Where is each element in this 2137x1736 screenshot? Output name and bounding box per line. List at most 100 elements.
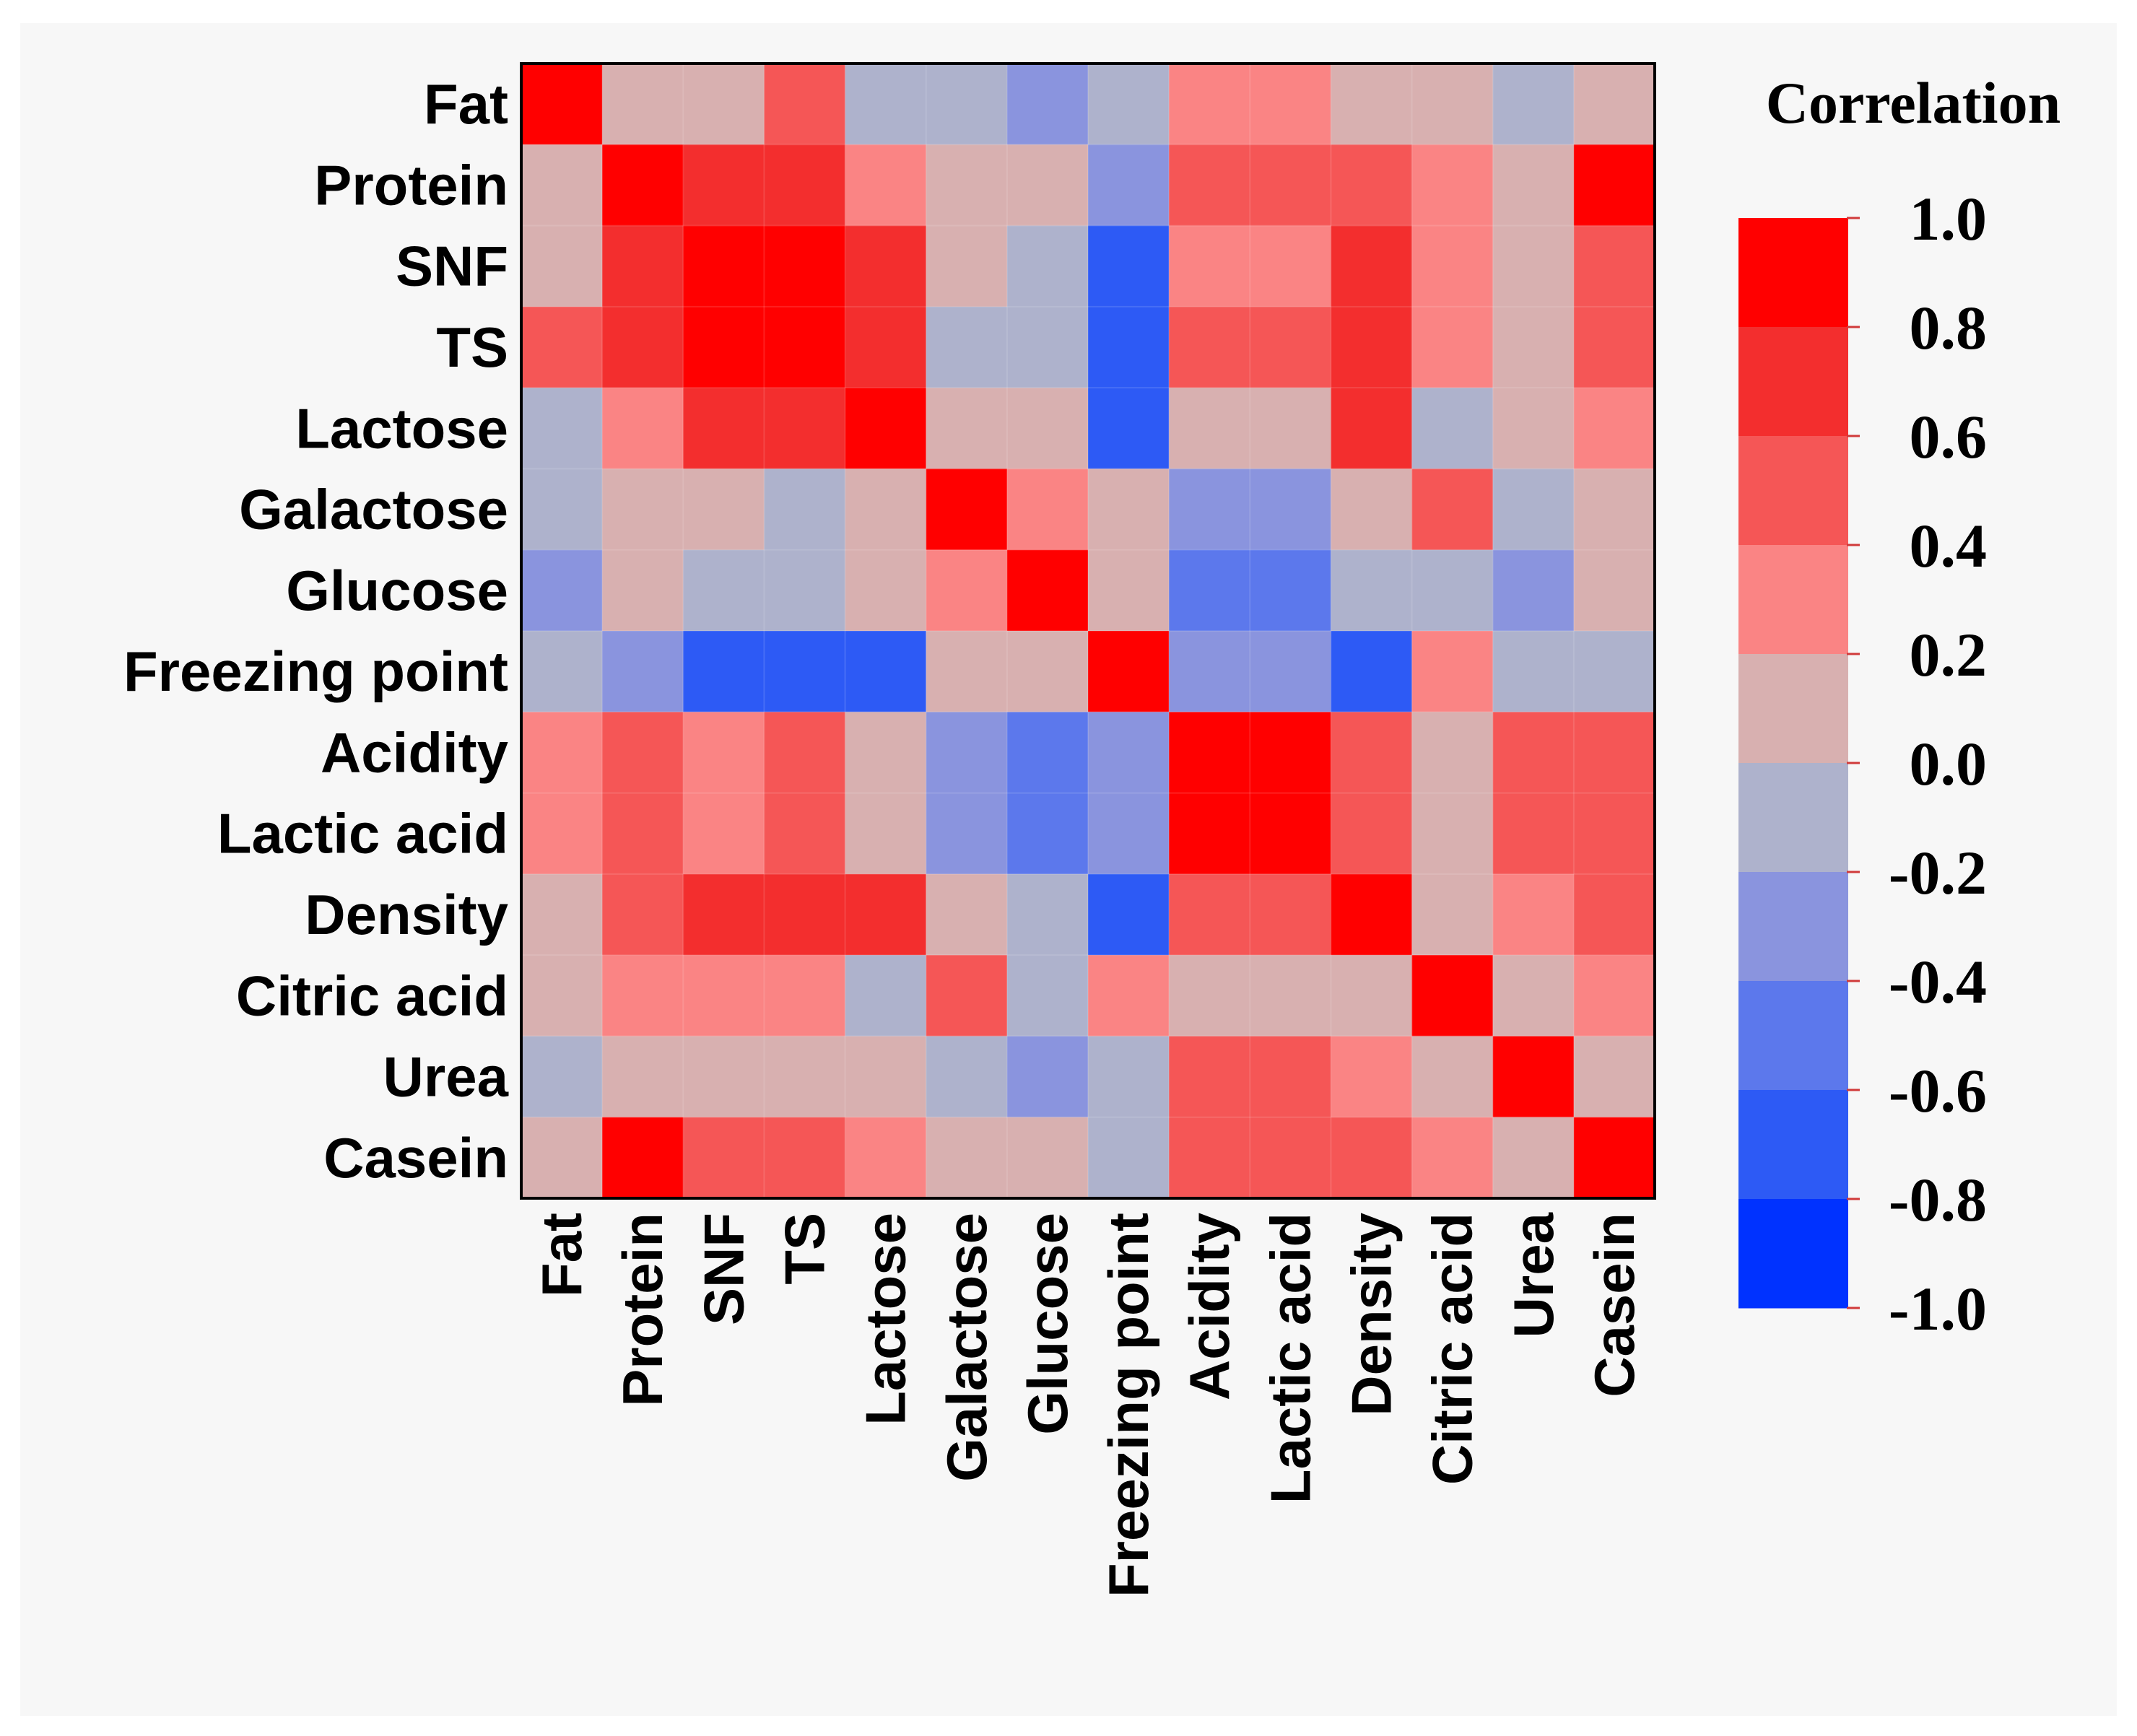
legend-color-bin	[1738, 545, 1848, 655]
heatmap-cell-ts-protein: TS / Protein: 0.7	[602, 306, 684, 388]
heatmap-cell-acidity-casein: Acidity / Casein: 0.5	[1573, 712, 1655, 794]
heatmap-cell-glucose-glucose: Glucose / Glucose: 1	[1006, 549, 1089, 632]
heatmap-cell-casein-urea: Casein / Urea: 0.1	[1492, 1117, 1575, 1199]
heatmap-cell-galactose-casein: Galactose / Casein: 0.1	[1573, 468, 1655, 551]
heatmap-cell-lactic-acid-fat: Lactic acid / Fat: 0.3	[521, 793, 603, 875]
column-label-ts: TS	[773, 1213, 837, 1285]
heatmap-cell-density-density: Density / Density: 1	[1331, 873, 1413, 956]
heatmap-cell-fat-glucose: Fat / Glucose: -0.3	[1006, 64, 1089, 145]
heatmap-cell-citric-acid-ts: Citric acid / TS: 0.3	[764, 955, 846, 1037]
heatmap-cell-protein-fat: Protein / Fat: 0.1	[521, 144, 603, 227]
heatmap-cell-glucose-freezing-point: Glucose / Freezing point: 0.1	[1088, 549, 1170, 632]
heatmap-cell-lactose-ts: Lactose / TS: 0.7	[764, 388, 846, 469]
legend-color-bin	[1738, 218, 1848, 328]
color-legend: Correlation 1.0 0.8 0.6 0.4 0.2 0.0 -0.2 -0.4 -0.…	[1738, 70, 2060, 1343]
heatmap-cell-galactose-acidity: Galactose / Acidity: -0.3	[1169, 468, 1250, 551]
legend-tick-label: -0.8	[1889, 1165, 1987, 1234]
heatmap-cell-casein-lactic-acid: Casein / Lactic acid: 0.5	[1250, 1117, 1331, 1199]
heatmap-cell-freezing-point-urea: Freezing point / Urea: -0.1	[1492, 631, 1575, 712]
heatmap-cell-citric-acid-citric-acid: Citric acid / Citric acid: 1	[1411, 955, 1494, 1037]
heatmap-cell-citric-acid-freezing-point: Citric acid / Freezing point: 0.3	[1088, 955, 1170, 1037]
heatmap-cell-freezing-point-ts: Freezing point / TS: -0.7	[764, 631, 846, 712]
heatmap-cell-galactose-fat: Galactose / Fat: -0.1	[521, 468, 603, 551]
legend-tick-label: 0.8	[1910, 293, 1988, 362]
heatmap-cell-casein-freezing-point: Casein / Freezing point: -0.1	[1088, 1117, 1170, 1199]
heatmap-cell-snf-lactose: SNF / Lactose: 0.7	[845, 225, 927, 307]
heatmap-cell-lactose-casein: Lactose / Casein: 0.3	[1573, 388, 1655, 469]
heatmap-cell-glucose-lactic-acid: Glucose / Lactic acid: -0.5	[1250, 549, 1331, 632]
heatmap-cell-citric-acid-lactic-acid: Citric acid / Lactic acid: 0.1	[1250, 955, 1331, 1037]
legend-tick-label: 0.2	[1910, 620, 1988, 689]
heatmap-cell-casein-acidity: Casein / Acidity: 0.5	[1169, 1117, 1250, 1199]
heatmap-cell-lactose-freezing-point: Lactose / Freezing point: -0.7	[1088, 388, 1170, 469]
heatmap-cell-lactose-urea: Lactose / Urea: 0.1	[1492, 388, 1575, 469]
heatmap-cell-protein-freezing-point: Protein / Freezing point: -0.3	[1088, 144, 1170, 227]
heatmap-cell-acidity-fat: Acidity / Fat: 0.3	[521, 712, 603, 794]
heatmap-cell-protein-lactose: Protein / Lactose: 0.3	[845, 144, 927, 227]
heatmap-cell-lactose-snf: Lactose / SNF: 0.7	[683, 388, 765, 469]
heatmap-cell-citric-acid-urea: Citric acid / Urea: 0.1	[1492, 955, 1575, 1037]
heatmap-cell-glucose-acidity: Glucose / Acidity: -0.5	[1169, 549, 1250, 632]
heatmap-cell-ts-urea: TS / Urea: 0.1	[1492, 306, 1575, 388]
heatmap-cell-protein-urea: Protein / Urea: 0.1	[1492, 144, 1575, 227]
heatmap-cell-density-lactose: Density / Lactose: 0.7	[845, 873, 927, 956]
legend-tick-label: -0.4	[1889, 947, 1987, 1016]
heatmap-cell-freezing-point-protein: Freezing point / Protein: -0.3	[602, 631, 684, 712]
heatmap-cell-urea-density: Urea / Density: 0.3	[1331, 1036, 1413, 1118]
heatmap-cell-urea-casein: Urea / Casein: 0.1	[1573, 1036, 1655, 1118]
heatmap-cell-fat-citric-acid: Fat / Citric acid: 0.1	[1411, 64, 1494, 145]
heatmap-cell-fat-lactose: Fat / Lactose: -0.1	[845, 64, 927, 145]
heatmap-cell-citric-acid-protein: Citric acid / Protein: 0.3	[602, 955, 684, 1037]
heatmap-cell-galactose-freezing-point: Galactose / Freezing point: 0.1	[1088, 468, 1170, 551]
row-label-density: Density	[305, 883, 508, 946]
heatmap-cell-lactic-acid-lactose: Lactic acid / Lactose: 0.1	[845, 793, 927, 875]
heatmap-cell-protein-snf: Protein / SNF: 0.7	[683, 144, 765, 227]
heatmap-cell-citric-acid-fat: Citric acid / Fat: 0.1	[521, 955, 603, 1037]
heatmap-cell-snf-glucose: SNF / Glucose: -0.1	[1006, 225, 1089, 307]
heatmap-cell-protein-acidity: Protein / Acidity: 0.5	[1169, 144, 1250, 227]
heatmap-cell-fat-snf: Fat / SNF: 0.1	[683, 64, 765, 145]
legend-tick-label: -0.6	[1889, 1056, 1987, 1125]
heatmap-cell-lactic-acid-ts: Lactic acid / TS: 0.5	[764, 793, 846, 875]
heatmap-cell-fat-lactic-acid: Fat / Lactic acid: 0.3	[1250, 64, 1331, 145]
heatmap-cell-glucose-galactose: Glucose / Galactose: 0.3	[926, 549, 1008, 632]
heatmap-cell-lactose-galactose: Lactose / Galactose: 0.1	[926, 388, 1008, 469]
heatmap-cell-lactose-glucose: Lactose / Glucose: 0.1	[1006, 388, 1089, 469]
heatmap-cell-lactic-acid-casein: Lactic acid / Casein: 0.5	[1573, 793, 1655, 875]
heatmap-cell-snf-freezing-point: SNF / Freezing point: -0.7	[1088, 225, 1170, 307]
heatmap-cell-density-acidity: Density / Acidity: 0.5	[1169, 873, 1250, 956]
heatmap-cell-glucose-casein: Glucose / Casein: 0.1	[1573, 549, 1655, 632]
heatmap-cell-casein-density: Casein / Density: 0.5	[1331, 1117, 1413, 1199]
column-label-protein: Protein	[611, 1213, 674, 1407]
heatmap-cell-glucose-density: Glucose / Density: -0.1	[1331, 549, 1413, 632]
heatmap-cell-galactose-glucose: Galactose / Glucose: 0.3	[1006, 468, 1089, 551]
column-label-galactose: Galactose	[935, 1213, 998, 1482]
heatmap-border	[520, 62, 1656, 1200]
heatmap-cell-protein-ts: Protein / TS: 0.7	[764, 144, 846, 227]
heatmap-cell-urea-lactic-acid: Urea / Lactic acid: 0.5	[1250, 1036, 1331, 1118]
heatmap-cell-casein-protein: Casein / Protein: 1	[602, 1117, 684, 1199]
legend-color-bin	[1738, 654, 1848, 764]
heatmap-cell-acidity-lactic-acid: Acidity / Lactic acid: 0.9	[1250, 712, 1331, 794]
heatmap-cell-lactic-acid-glucose: Lactic acid / Glucose: -0.5	[1006, 793, 1089, 875]
heatmap-cell-freezing-point-lactose: Freezing point / Lactose: -0.7	[845, 631, 927, 712]
heatmap-cell-ts-acidity: TS / Acidity: 0.5	[1169, 306, 1250, 388]
heatmap-cell-galactose-protein: Galactose / Protein: 0.1	[602, 468, 684, 551]
heatmap-cell-citric-acid-snf: Citric acid / SNF: 0.3	[683, 955, 765, 1037]
heatmap-cell-lactose-citric-acid: Lactose / Citric acid: -0.1	[1411, 388, 1494, 469]
heatmap-cell-casein-galactose: Casein / Galactose: 0.1	[926, 1117, 1008, 1199]
legend-tick-label: 0.0	[1910, 729, 1988, 798]
heatmap-cell-fat-ts: Fat / TS: 0.5	[764, 64, 846, 145]
heatmap-cell-urea-fat: Urea / Fat: -0.1	[521, 1036, 603, 1118]
heatmap-cell-snf-acidity: SNF / Acidity: 0.3	[1169, 225, 1250, 307]
heatmap-cell-urea-snf: Urea / SNF: 0.1	[683, 1036, 765, 1118]
column-label-fat: Fat	[530, 1213, 593, 1297]
column-label-snf: SNF	[692, 1213, 755, 1325]
heatmap-cell-acidity-lactose: Acidity / Lactose: 0.1	[845, 712, 927, 794]
legend-tick-label: -1.0	[1889, 1274, 1987, 1343]
heatmap-cell-snf-fat: SNF / Fat: 0.1	[521, 225, 603, 307]
heatmap-cell-fat-galactose: Fat / Galactose: -0.1	[926, 64, 1008, 145]
heatmap-cell-density-galactose: Density / Galactose: 0.1	[926, 873, 1008, 956]
heatmap-cell-citric-acid-galactose: Citric acid / Galactose: 0.5	[926, 955, 1008, 1037]
heatmap-cell-casein-fat: Casein / Fat: 0.1	[521, 1117, 603, 1199]
